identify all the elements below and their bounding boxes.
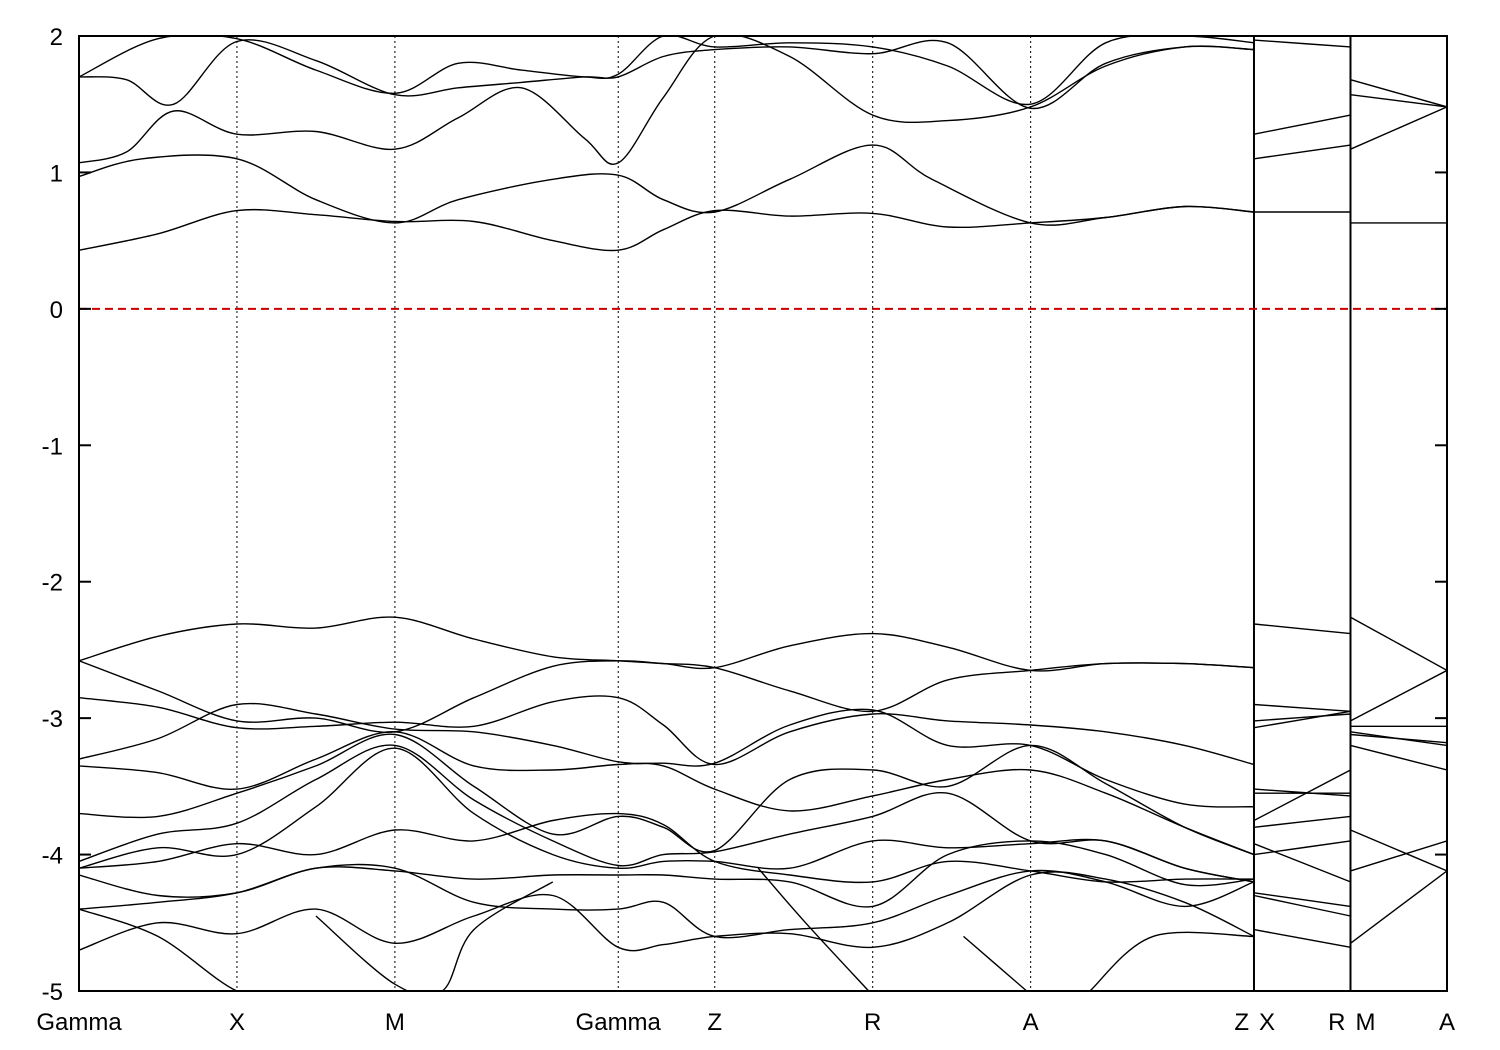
band-line-6 [1253, 144, 1351, 160]
band-line-4 [79, 36, 1255, 106]
band-line-32 [1253, 713, 1351, 722]
x-tick-label: X [229, 1009, 245, 1036]
x-tick-label: R [864, 1009, 881, 1036]
band-line-11 [1350, 94, 1447, 108]
band-line-0 [79, 205, 1255, 252]
band-line-13 [79, 616, 1255, 672]
band-line-2 [79, 36, 1255, 165]
band-line-1 [79, 144, 1255, 226]
band-line-41 [1253, 894, 1351, 917]
y-tick-label: -5 [42, 979, 63, 1006]
x-tick-label: A [1439, 1009, 1455, 1036]
y-tick-label: -3 [42, 706, 63, 733]
y-tick-label: -2 [42, 570, 63, 597]
band-line-33 [1253, 710, 1351, 729]
band-line-48 [1350, 744, 1447, 771]
band-line-27 [757, 867, 870, 991]
x-tick-label: Gamma [576, 1009, 662, 1036]
band-line-30 [1253, 623, 1351, 635]
band-line-51 [1350, 870, 1447, 944]
band-line-12 [1350, 79, 1447, 108]
band-line-24 [79, 871, 1255, 952]
band-line-49 [1350, 829, 1447, 872]
band-line-43 [1350, 616, 1447, 672]
y-tick-label: 2 [50, 24, 63, 51]
plot-frame [78, 35, 1448, 992]
band-line-14 [79, 660, 1255, 733]
band-line-38 [1253, 843, 1351, 883]
band-line-28 [963, 935, 1028, 991]
band-line-47 [1350, 733, 1447, 744]
band-line-29 [1089, 931, 1255, 991]
x-tick-label: R [1328, 1009, 1345, 1036]
x-tick-label: X [1259, 1009, 1275, 1036]
band-line-44 [1350, 669, 1447, 722]
band-line-10 [1350, 106, 1447, 150]
y-tick-label: 0 [50, 297, 63, 324]
x-tick-label: M [1355, 1009, 1375, 1036]
band-line-3 [79, 39, 1255, 110]
x-tick-label: Gamma [36, 1009, 122, 1036]
band-line-8 [1253, 39, 1351, 48]
band-line-26 [315, 881, 554, 991]
y-tick-label: -4 [42, 843, 63, 870]
band-line-19 [79, 744, 1255, 883]
band-line-16 [79, 702, 1255, 808]
y-tick-label: 1 [50, 160, 63, 187]
band-line-31 [1253, 703, 1351, 712]
band-line-36 [1253, 769, 1351, 822]
x-tick-label: Z [1234, 1009, 1249, 1036]
x-tick-label: Z [707, 1009, 722, 1036]
band-line-18 [79, 733, 1255, 856]
band-line-7 [1253, 114, 1351, 135]
band-line-17 [79, 731, 1255, 856]
band-line-37 [1253, 815, 1351, 828]
x-tick-label: M [385, 1009, 405, 1036]
band-line-15 [79, 695, 1255, 766]
band-line-42 [1253, 928, 1351, 948]
band-line-50 [1350, 840, 1447, 872]
y-tick-label: -1 [42, 433, 63, 460]
band-line-39 [1253, 840, 1351, 856]
band-line-21 [79, 812, 1255, 884]
band-line-40 [1253, 892, 1351, 908]
band-line-25 [79, 908, 285, 991]
x-tick-label: A [1023, 1009, 1039, 1036]
